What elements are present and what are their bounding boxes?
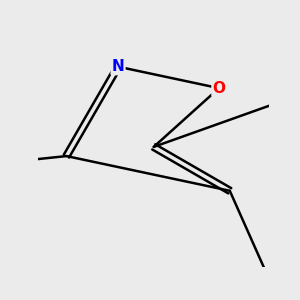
Text: N: N [112,59,124,74]
Text: O: O [212,81,226,96]
